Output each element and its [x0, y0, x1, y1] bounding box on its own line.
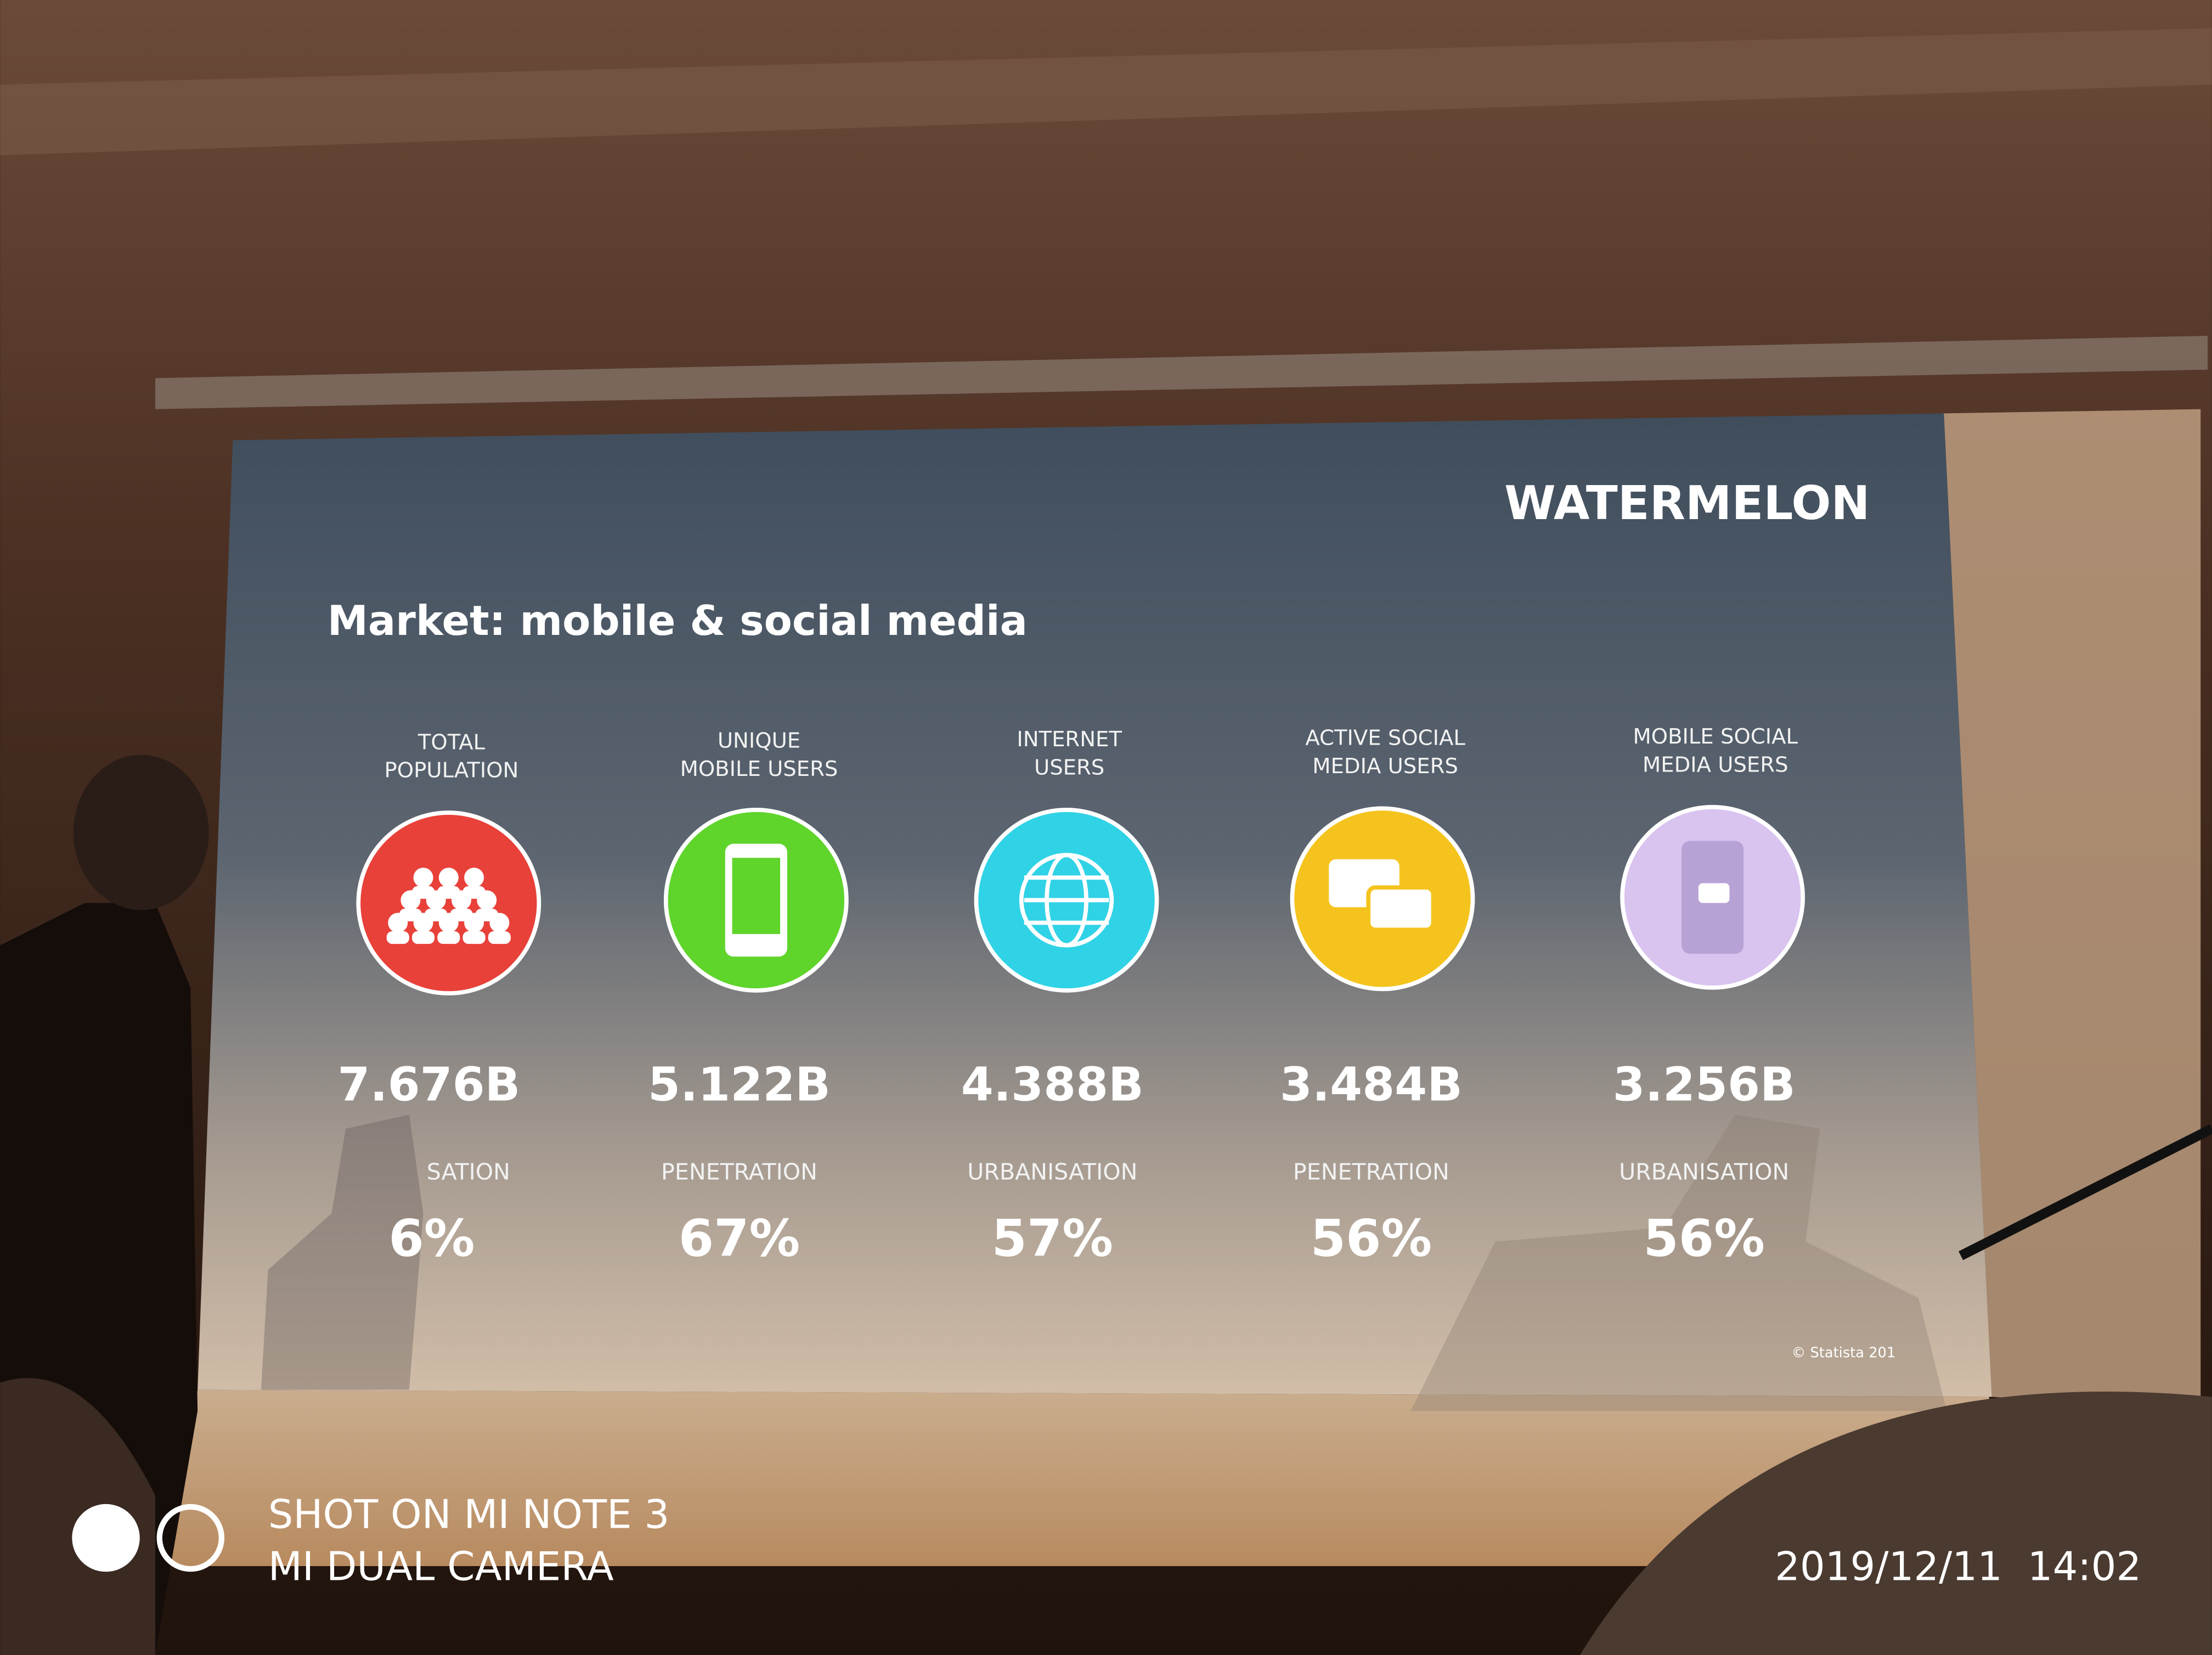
audience — [0, 1378, 156, 1655]
stat-percent: 56% — [1643, 1208, 1765, 1268]
watermark-text: MI DUAL CAMERA — [268, 1544, 614, 1590]
truss — [155, 335, 2208, 409]
lower-screen — [169, 1389, 2004, 1567]
stat-value: 7.676B — [337, 1058, 520, 1112]
logo: WATERMELON — [1504, 476, 1870, 531]
mic-stand — [1959, 1124, 2212, 1260]
stat-value: 3.484B — [1280, 1058, 1463, 1112]
icon-part — [386, 931, 409, 944]
shadow — [261, 1114, 424, 1390]
timestamp: 2019/12/11 14:02 — [1775, 1544, 2141, 1590]
icon-part — [388, 913, 408, 933]
stat-label: MEDIA USERS — [1312, 754, 1458, 779]
stat-label: TOTAL — [417, 730, 486, 755]
stat-label: UNIQUE — [718, 729, 800, 753]
stat-percent: 6% — [388, 1208, 475, 1268]
stat-value: 3.256B — [1613, 1058, 1796, 1112]
icon-part — [413, 868, 433, 888]
watermark-ring — [156, 1504, 225, 1572]
stat-label: MOBILE USERS — [680, 757, 838, 781]
icon-part — [462, 931, 486, 944]
icon-part — [732, 858, 781, 935]
icon-part — [464, 868, 484, 888]
wall — [1944, 409, 2201, 1411]
icon-part — [438, 913, 459, 933]
slide-title: Market: mobile & social media — [328, 597, 1028, 645]
stats: TOTAL POPULATION 7.676B SATION 6% UNIQUE MOBIL… — [337, 724, 1805, 1268]
icon-part — [413, 913, 433, 933]
stat-icon — [356, 810, 541, 995]
stat-value: 5.122B — [648, 1058, 831, 1112]
stat-label: MEDIA USERS — [1643, 752, 1788, 777]
icon-part — [426, 890, 446, 910]
icon-part — [411, 931, 435, 944]
stat-label: MOBILE SOCIAL — [1633, 724, 1798, 749]
shadow — [1410, 1114, 1947, 1411]
stat-percent: 56% — [1311, 1208, 1432, 1268]
stat-label: INTERNET — [1017, 727, 1122, 752]
presenter-head — [73, 755, 209, 910]
icon-part — [437, 931, 460, 944]
icon-part — [438, 868, 459, 888]
icon-part — [400, 890, 421, 910]
icon-part — [488, 931, 511, 944]
stat-label: POPULATION — [385, 758, 519, 783]
watermark-dot — [72, 1504, 140, 1572]
audience — [1579, 1391, 2212, 1655]
stat-metric: PENETRATION — [1293, 1159, 1449, 1185]
credit: © Statista 201 — [1792, 1344, 1896, 1361]
ceiling-pipe — [0, 28, 2212, 155]
icon-part — [1366, 885, 1436, 932]
stat-metric: URBANISATION — [967, 1159, 1137, 1185]
icon-part — [477, 890, 497, 910]
icon-part — [489, 913, 510, 933]
stat-percent: 57% — [992, 1208, 1114, 1268]
stat-label: USERS — [1034, 756, 1104, 780]
icon-part — [451, 890, 471, 910]
watermark-text: SHOT ON MI NOTE 3 — [268, 1491, 670, 1538]
stat-metric: PENETRATION — [661, 1159, 817, 1185]
icon-part — [464, 913, 484, 933]
stat-metric: URBANISATION — [1619, 1159, 1789, 1185]
stat-value: 4.388B — [961, 1058, 1144, 1112]
icon-part — [1698, 883, 1730, 903]
stat-label: ACTIVE SOCIAL — [1305, 726, 1465, 751]
stat-metric: SATION — [427, 1159, 510, 1185]
stat-percent: 67% — [679, 1208, 800, 1268]
